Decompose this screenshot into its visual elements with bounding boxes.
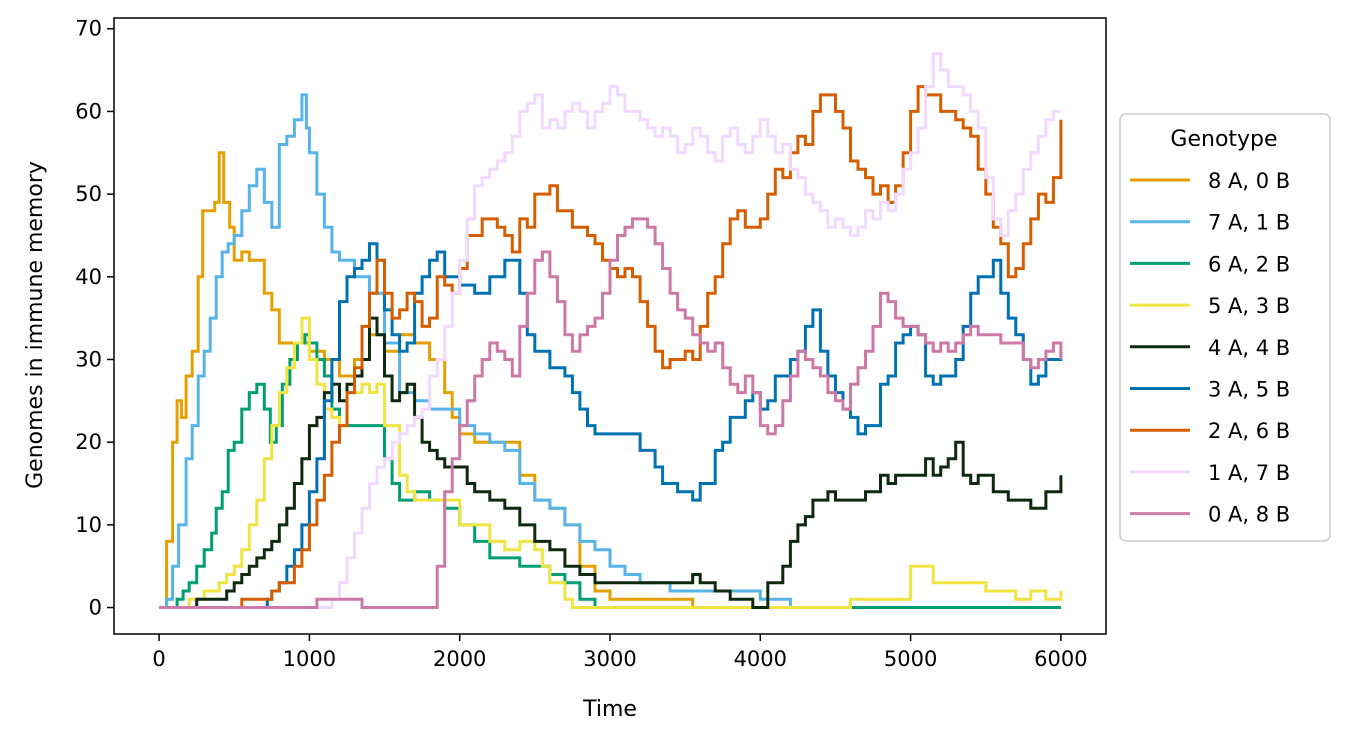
x-axis-label: Time bbox=[582, 697, 637, 722]
plot-area bbox=[159, 52, 1063, 609]
y-tick-label: 70 bbox=[75, 17, 102, 41]
y-tick-label: 40 bbox=[75, 265, 102, 289]
legend-entry-label: 4 A, 4 B bbox=[1208, 336, 1290, 360]
legend: Genotype 8 A, 0 B 7 A, 1 B 6 A, 2 B 5 A, 3 … bbox=[1119, 113, 1331, 542]
y-tick-label: 60 bbox=[75, 99, 102, 123]
series-line-1 bbox=[159, 151, 1061, 609]
series-line-9 bbox=[159, 217, 1063, 609]
legend-entry-label: 0 A, 8 B bbox=[1208, 503, 1290, 527]
axes: 0 1000 2000 3000 4000 5000 6000 0 10 20 30 40 50 60 70 bbox=[75, 17, 1107, 671]
legend-entry-label: 1 A, 7 B bbox=[1208, 461, 1290, 485]
series-line-6 bbox=[159, 242, 1063, 609]
legend-title: Genotype bbox=[1170, 127, 1277, 152]
series-line-4 bbox=[159, 316, 1063, 609]
x-tick-label: 3000 bbox=[583, 647, 636, 671]
series-line-8 bbox=[159, 52, 1061, 609]
y-tick-label: 20 bbox=[75, 430, 102, 454]
x-tick-label: 5000 bbox=[884, 647, 937, 671]
legend-entry-label: 8 A, 0 B bbox=[1208, 169, 1290, 193]
y-tick-label: 0 bbox=[89, 596, 102, 620]
y-axis-label: Genomes in immune memory bbox=[23, 161, 48, 489]
series-line-5 bbox=[159, 316, 1063, 609]
x-tick-label: 1000 bbox=[283, 647, 336, 671]
x-tick-label: 6000 bbox=[1034, 647, 1087, 671]
y-tick-label: 10 bbox=[75, 513, 102, 537]
y-tick-label: 50 bbox=[75, 182, 102, 206]
legend-entry-label: 7 A, 1 B bbox=[1208, 211, 1290, 235]
y-tick-label: 30 bbox=[75, 347, 102, 371]
series-line-2 bbox=[159, 93, 1061, 609]
x-tick-label: 0 bbox=[152, 647, 165, 671]
x-tick-label: 4000 bbox=[734, 647, 787, 671]
legend-entry-label: 2 A, 6 B bbox=[1208, 419, 1290, 443]
legend-entry-label: 3 A, 5 B bbox=[1208, 378, 1290, 402]
x-tick-label: 2000 bbox=[433, 647, 486, 671]
legend-entry-label: 5 A, 3 B bbox=[1208, 294, 1290, 318]
legend-entry-label: 6 A, 2 B bbox=[1208, 252, 1290, 276]
